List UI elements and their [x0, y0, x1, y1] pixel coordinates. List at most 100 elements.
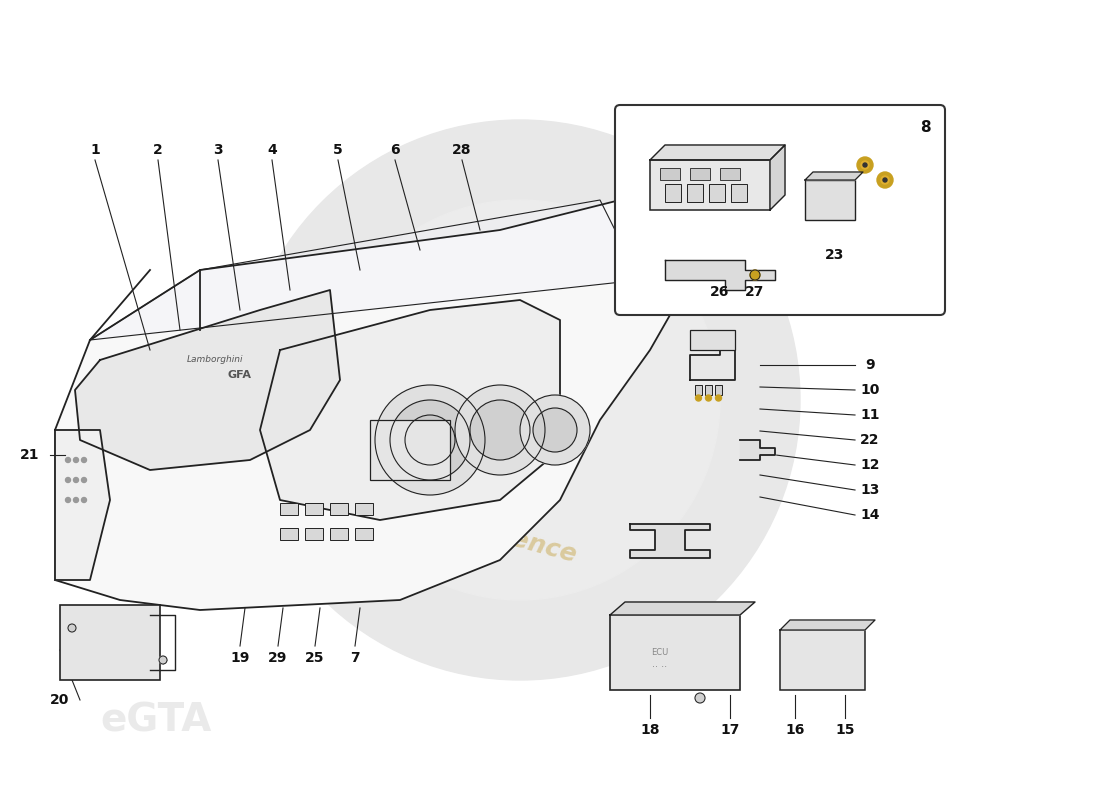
Text: 21: 21	[20, 448, 40, 462]
Text: for excellence: for excellence	[382, 493, 579, 567]
Text: 12: 12	[860, 458, 880, 472]
Bar	[666, 184, 681, 202]
Circle shape	[881, 176, 889, 184]
Polygon shape	[740, 440, 776, 460]
Circle shape	[695, 395, 702, 401]
Circle shape	[750, 270, 760, 280]
Text: 6: 6	[390, 143, 399, 157]
Polygon shape	[55, 200, 690, 610]
Circle shape	[74, 498, 78, 502]
Circle shape	[520, 395, 590, 465]
Circle shape	[715, 395, 722, 401]
Bar	[805, 180, 855, 220]
Circle shape	[320, 200, 720, 600]
Text: 4: 4	[267, 143, 277, 157]
FancyBboxPatch shape	[615, 105, 945, 315]
Bar	[370, 420, 450, 480]
Text: 8: 8	[920, 121, 931, 135]
Circle shape	[390, 400, 470, 480]
Circle shape	[877, 172, 893, 188]
Polygon shape	[630, 524, 710, 558]
Text: GFA: GFA	[228, 370, 252, 380]
Text: 17: 17	[720, 723, 739, 737]
Text: 22: 22	[860, 433, 880, 447]
Circle shape	[74, 478, 78, 482]
Text: 9: 9	[866, 358, 874, 372]
Text: 20: 20	[51, 693, 69, 707]
Bar	[780, 630, 865, 690]
Text: a passion: a passion	[318, 455, 483, 525]
Text: 3: 3	[213, 143, 223, 157]
Text: 5: 5	[333, 143, 343, 157]
Text: 29: 29	[268, 651, 288, 665]
Bar	[688, 184, 703, 202]
Text: 14: 14	[860, 508, 880, 522]
Bar	[305, 503, 323, 515]
Circle shape	[455, 385, 544, 475]
Polygon shape	[780, 620, 874, 630]
Text: 1: 1	[90, 143, 100, 157]
Circle shape	[470, 400, 530, 460]
Circle shape	[66, 458, 70, 462]
Circle shape	[81, 498, 87, 502]
Circle shape	[160, 656, 167, 664]
Polygon shape	[690, 345, 735, 380]
Bar	[60, 605, 160, 680]
Circle shape	[240, 120, 800, 680]
Bar	[705, 385, 712, 395]
Text: 2: 2	[153, 143, 163, 157]
Bar	[710, 184, 725, 202]
Text: 15: 15	[835, 723, 855, 737]
Text: 13: 13	[860, 483, 880, 497]
Bar	[280, 503, 298, 515]
Polygon shape	[90, 200, 640, 340]
Text: 23: 23	[825, 248, 845, 262]
Text: 10: 10	[860, 383, 880, 397]
Bar	[695, 385, 702, 395]
Bar	[690, 330, 735, 350]
Circle shape	[864, 163, 867, 167]
Text: 26: 26	[711, 285, 729, 299]
Polygon shape	[75, 290, 340, 470]
Text: 18: 18	[640, 723, 660, 737]
Bar	[330, 503, 348, 515]
Text: Lamborghini: Lamborghini	[187, 355, 243, 365]
Bar	[715, 385, 722, 395]
Bar	[305, 528, 323, 540]
Circle shape	[861, 161, 869, 169]
Bar	[690, 168, 710, 180]
Circle shape	[66, 478, 70, 482]
Circle shape	[375, 385, 485, 495]
Polygon shape	[55, 430, 110, 580]
Bar	[355, 503, 373, 515]
Text: 19: 19	[230, 651, 250, 665]
Text: 25: 25	[306, 651, 324, 665]
Circle shape	[534, 408, 578, 452]
Circle shape	[68, 624, 76, 632]
Circle shape	[66, 498, 70, 502]
Circle shape	[74, 458, 78, 462]
Text: 11: 11	[860, 408, 880, 422]
Text: ·· ··: ·· ··	[652, 662, 668, 672]
Bar	[732, 184, 747, 202]
Text: eGTA: eGTA	[100, 702, 211, 740]
Polygon shape	[805, 172, 864, 180]
Polygon shape	[770, 145, 785, 210]
Text: ECU: ECU	[651, 648, 669, 657]
Text: 7: 7	[350, 651, 360, 665]
Circle shape	[857, 157, 873, 173]
Polygon shape	[666, 260, 776, 290]
Bar	[610, 615, 740, 690]
Polygon shape	[260, 300, 560, 520]
Circle shape	[705, 395, 712, 401]
Text: 27: 27	[746, 285, 764, 299]
Circle shape	[81, 458, 87, 462]
Text: ⬡: ⬡	[351, 309, 569, 551]
Bar	[355, 528, 373, 540]
Bar	[720, 168, 740, 180]
Polygon shape	[610, 602, 755, 615]
Text: 16: 16	[785, 723, 805, 737]
Polygon shape	[650, 145, 785, 160]
Circle shape	[695, 693, 705, 703]
Bar	[660, 168, 680, 180]
